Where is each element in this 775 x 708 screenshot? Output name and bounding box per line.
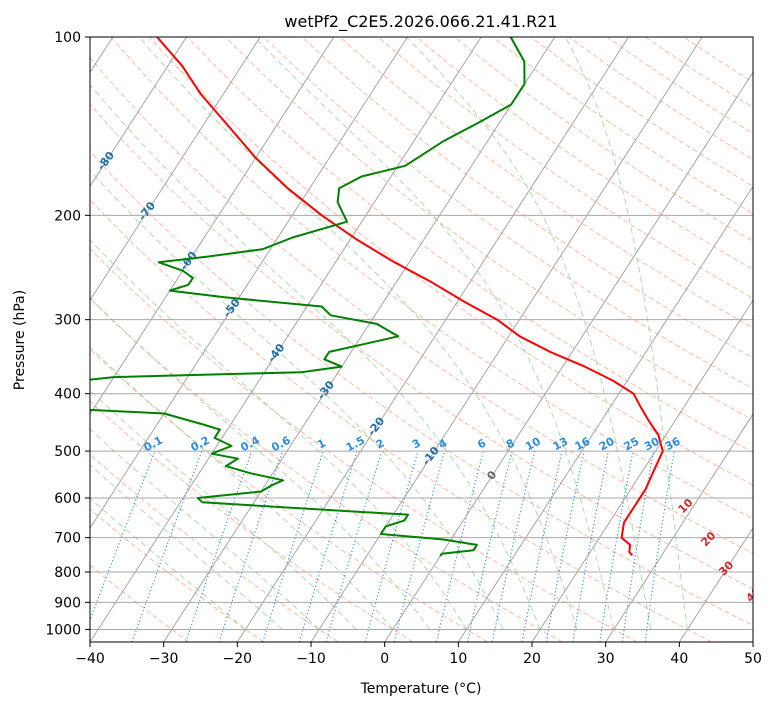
isotherm-line [531,299,753,642]
y-tick-label: 800 [54,565,81,581]
plot-frame [89,36,754,643]
x-tick-label: 30 [597,651,615,667]
mixing-ratio-label: 30 [642,435,662,454]
moist-adiabat [90,346,394,630]
y-tick-label: 400 [54,387,81,403]
y-tick-label: 500 [54,444,81,460]
x-tick-label: −30 [149,651,179,667]
dry-adiabat [301,37,753,359]
moist-adiabat [565,37,688,630]
moist-adiabat [90,428,320,630]
temperature-profile-line [156,37,664,557]
x-tick-label: 10 [449,651,467,667]
mixing-ratio-line [90,450,156,622]
x-axis: −40 −30 −20 −10 0 10 20 30 40 50 [75,642,762,667]
dry-adiabat [90,150,753,626]
mixing-ratio-line [521,450,563,642]
moist-adiabat [90,497,246,630]
mixing-ratio-label: 36 [663,435,683,454]
dry-adiabat [90,56,753,554]
x-tick-label: 0 [380,651,389,667]
mixing-ratio-line [262,450,324,642]
y-tick-label: 300 [54,313,81,329]
isotherm-line [90,37,335,415]
dry-adiabat [110,37,753,520]
sounding-series [90,37,664,557]
y-axis-label: Pressure (hPa) [12,290,28,390]
moist-adiabat [138,37,578,630]
moist-adiabat [90,464,283,630]
dry-adiabat [530,37,753,187]
mixing-ratio-label: 20 [597,435,617,454]
x-tick-label: −40 [75,651,105,667]
moist-adiabat [405,37,652,630]
moist-adiabat [254,37,615,630]
moist-adiabat [90,169,504,630]
y-tick-label: 100 [54,30,81,46]
moist-adiabat [90,84,541,630]
dry-adiabat [339,37,753,329]
isotherm-line [457,185,753,642]
dry-adiabat [263,37,753,390]
isotherm-line [90,37,482,642]
y-tick-label: 700 [54,531,81,547]
mixing-ratio-line [298,450,358,642]
mixing-ratio-label: 13 [551,435,571,454]
mixing-ratio-line [131,450,203,642]
y-tick-label: 900 [54,595,81,611]
mixing-ratio-label: 25 [622,435,642,454]
mixing-ratio-line [491,450,536,642]
mixing-ratio-lines [90,450,675,642]
mixing-ratio-line [325,450,383,642]
dry-adiabat [90,297,563,642]
mixing-ratio-line [185,450,253,642]
x-tick-label: 20 [523,651,541,667]
mixing-ratio-line [364,450,419,642]
mixing-ratio-label: 10 [523,435,543,454]
dry-adiabat [90,199,712,642]
mixing-ratio-line [466,450,513,642]
isotherm-line [163,37,556,642]
chart-title: wetPf2_C2E5.2026.066.21.41.R21 [284,12,557,32]
dewpoint-profile-line [90,37,526,557]
moist-adiabats [90,37,688,630]
isotherm-line [310,37,703,642]
x-tick-label: 40 [670,651,688,667]
dry-adiabat [90,508,264,642]
isotherm-line [678,527,753,642]
mixing-ratio-label: 16 [573,434,593,453]
moist-adiabat [90,297,430,630]
dry-adiabat-label: 40 [744,585,764,605]
dry-adiabat [225,37,753,421]
isotherm-line [90,37,408,529]
dry-adiabat [90,248,638,642]
mixing-ratio-line [218,450,284,642]
x-tick-label: −10 [296,651,326,667]
plot-area: 0.10.20.40.611.52346810131620253036-100-… [90,37,764,642]
mixing-ratio-line [435,450,484,642]
x-tick-label: 50 [744,651,762,667]
isotherm-line [90,37,261,302]
isotherm-line [90,37,187,188]
dry-adiabat [187,37,753,453]
y-tick-label: 200 [54,208,81,224]
y-axis: 100 200 300 400 500 600 700 800 900 1000 [45,30,90,638]
x-axis-label: Temperature (°C) [360,681,482,697]
isotherm-line [236,37,629,642]
mixing-ratio-line [393,450,446,642]
isotherm-line [605,413,753,642]
dry-adiabat [416,37,753,271]
y-tick-label: 1000 [45,622,81,638]
y-tick-label: 600 [54,491,81,507]
x-tick-label: −20 [223,651,253,667]
dry-adiabat [492,37,753,215]
mixing-ratio-line [545,450,585,642]
